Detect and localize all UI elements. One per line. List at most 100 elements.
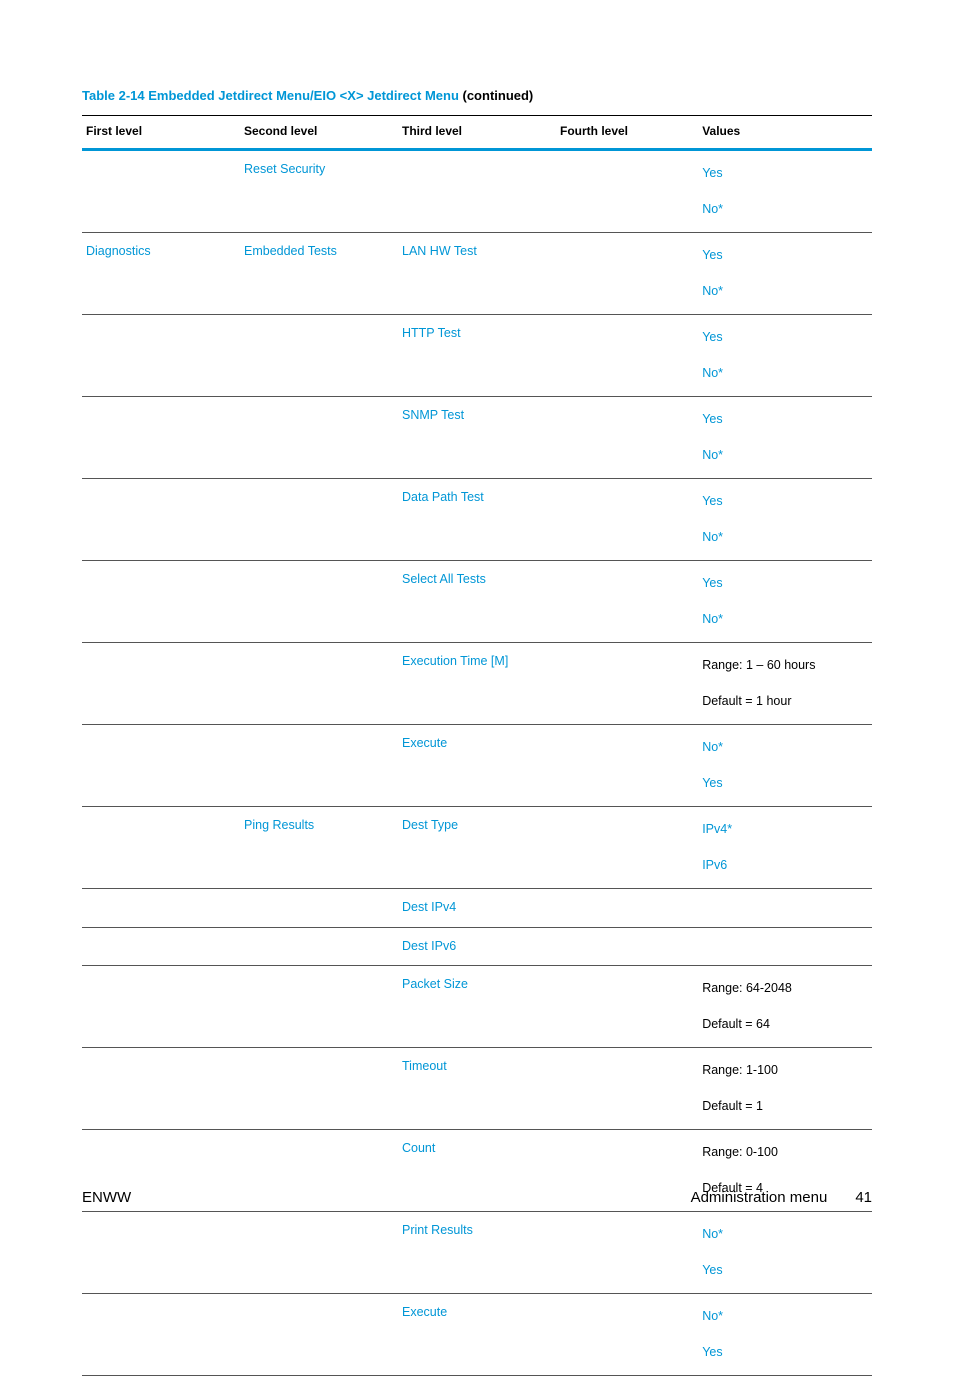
table-row: Execution Time [M] Range: 1 – 60 hoursDef… — [82, 643, 872, 725]
value-line: Yes — [702, 325, 868, 351]
value-line: Default = 1 — [702, 1084, 868, 1120]
cell-c2: Dest Type — [398, 807, 556, 889]
cell-c1 — [240, 889, 398, 928]
cell-c3 — [556, 966, 698, 1048]
cell-c1 — [240, 1212, 398, 1294]
table-row: Execute No*Yes — [82, 1294, 872, 1376]
menu-item: Execution Time [M] — [402, 654, 508, 668]
cell-c3 — [556, 150, 698, 233]
value-line: No* — [702, 515, 868, 551]
table-row: Execute No*Yes — [82, 725, 872, 807]
value-line: Yes — [702, 161, 868, 187]
menu-item: Execute — [402, 1305, 447, 1319]
cell-c0 — [82, 1212, 240, 1294]
cell-c3 — [556, 315, 698, 397]
table-row: Ping Results Dest Type IPv4*IPv6 — [82, 807, 872, 889]
cell-c2: Print Results — [398, 1212, 556, 1294]
cell-values: No*Yes — [698, 1212, 872, 1294]
value-line: Yes — [702, 571, 868, 597]
value-line: No* — [702, 433, 868, 469]
menu-table: First level Second level Third level Fou… — [82, 115, 872, 1376]
cell-c0 — [82, 561, 240, 643]
page: Table 2-14 Embedded Jetdirect Menu/EIO <… — [0, 0, 954, 1270]
cell-values: No*Yes — [698, 1294, 872, 1376]
caption-prefix: Table 2-14 Embedded Jetdirect Menu — [82, 88, 310, 103]
menu-item: Timeout — [402, 1059, 447, 1073]
cell-c3 — [556, 1212, 698, 1294]
cell-c3 — [556, 1048, 698, 1130]
cell-c3 — [556, 397, 698, 479]
cell-c0 — [82, 315, 240, 397]
col-header-fourth-level: Fourth level — [556, 116, 698, 150]
cell-c2: HTTP Test — [398, 315, 556, 397]
cell-c3 — [556, 1294, 698, 1376]
cell-c0 — [82, 643, 240, 725]
value-line: Range: 64-2048 — [702, 976, 868, 1002]
value-line: No* — [702, 597, 868, 633]
value-line: IPv6 — [702, 843, 868, 879]
cell-c2 — [398, 150, 556, 233]
cell-c0: Diagnostics — [82, 233, 240, 315]
cell-c2: Select All Tests — [398, 561, 556, 643]
value-line: Yes — [702, 761, 868, 797]
menu-item: Embedded Tests — [244, 244, 337, 258]
table-row: Reset Security YesNo* — [82, 150, 872, 233]
cell-values — [698, 889, 872, 928]
menu-item: Execute — [402, 736, 447, 750]
cell-c1 — [240, 561, 398, 643]
cell-values: YesNo* — [698, 561, 872, 643]
table-row: Data Path Test YesNo* — [82, 479, 872, 561]
cell-c1 — [240, 479, 398, 561]
menu-item: LAN HW Test — [402, 244, 477, 258]
cell-c2: Dest IPv6 — [398, 927, 556, 966]
cell-c0 — [82, 479, 240, 561]
cell-values: YesNo* — [698, 150, 872, 233]
col-header-second-level: Second level — [240, 116, 398, 150]
cell-c2: Timeout — [398, 1048, 556, 1130]
cell-c1: Reset Security — [240, 150, 398, 233]
table-row: HTTP Test YesNo* — [82, 315, 872, 397]
cell-c3 — [556, 479, 698, 561]
value-line: Default = 1 hour — [702, 679, 868, 715]
table-header-row: First level Second level Third level Fou… — [82, 116, 872, 150]
value-line: No* — [702, 269, 868, 305]
cell-c2: LAN HW Test — [398, 233, 556, 315]
cell-c3 — [556, 927, 698, 966]
col-header-values: Values — [698, 116, 872, 150]
value-line: IPv4* — [702, 817, 868, 843]
cell-c0 — [82, 927, 240, 966]
menu-item: Diagnostics — [86, 244, 151, 258]
cell-c0 — [82, 807, 240, 889]
cell-c1 — [240, 927, 398, 966]
cell-c2: Data Path Test — [398, 479, 556, 561]
cell-values: YesNo* — [698, 479, 872, 561]
col-header-third-level: Third level — [398, 116, 556, 150]
cell-c0 — [82, 889, 240, 928]
menu-item: Ping Results — [244, 818, 314, 832]
value-line: No* — [702, 351, 868, 387]
footer-left: ENWW — [82, 1189, 131, 1206]
cell-c3 — [556, 725, 698, 807]
cell-c1: Ping Results — [240, 807, 398, 889]
menu-item: Print Results — [402, 1223, 473, 1237]
table-caption: Table 2-14 Embedded Jetdirect Menu/EIO <… — [82, 88, 872, 103]
cell-c0 — [82, 397, 240, 479]
menu-item: Dest Type — [402, 818, 458, 832]
caption-mid: EIO <X> Jetdirect Menu — [314, 88, 459, 103]
cell-c3 — [556, 233, 698, 315]
caption-suffix: (continued) — [459, 88, 533, 103]
cell-values: YesNo* — [698, 315, 872, 397]
cell-c0 — [82, 150, 240, 233]
menu-item: HTTP Test — [402, 326, 461, 340]
cell-c0 — [82, 966, 240, 1048]
cell-c2: Dest IPv4 — [398, 889, 556, 928]
table-row: Dest IPv4 — [82, 889, 872, 928]
cell-values: No*Yes — [698, 725, 872, 807]
value-line: Range: 1 – 60 hours — [702, 653, 868, 679]
table-row: Select All Tests YesNo* — [82, 561, 872, 643]
menu-item: Packet Size — [402, 977, 468, 991]
value-line: No* — [702, 1222, 868, 1248]
value-line: No* — [702, 735, 868, 761]
footer-section-label: Administration menu — [691, 1189, 828, 1206]
value-line: Yes — [702, 489, 868, 515]
